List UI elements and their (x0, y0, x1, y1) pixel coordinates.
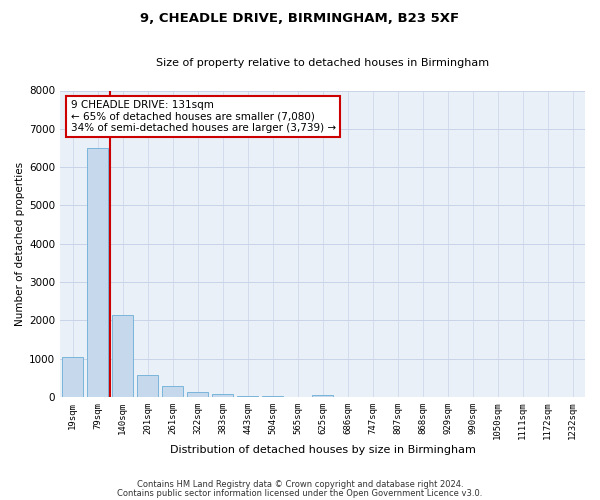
Bar (187, 392, 208, 397)
Bar (262, 396, 283, 397)
Text: Contains HM Land Registry data © Crown copyright and database right 2024.: Contains HM Land Registry data © Crown c… (137, 480, 463, 489)
Title: Size of property relative to detached houses in Birmingham: Size of property relative to detached ho… (156, 58, 489, 68)
Bar (62, 356, 83, 397)
Bar (87, 148, 108, 397)
Text: 9 CHEADLE DRIVE: 131sqm
← 65% of detached houses are smaller (7,080)
34% of semi: 9 CHEADLE DRIVE: 131sqm ← 65% of detache… (71, 100, 336, 133)
Text: 9, CHEADLE DRIVE, BIRMINGHAM, B23 5XF: 9, CHEADLE DRIVE, BIRMINGHAM, B23 5XF (140, 12, 460, 26)
Text: Contains public sector information licensed under the Open Government Licence v3: Contains public sector information licen… (118, 489, 482, 498)
Bar (162, 386, 183, 397)
Bar (237, 396, 258, 397)
Bar (137, 374, 158, 397)
Bar (312, 395, 333, 397)
Y-axis label: Number of detached properties: Number of detached properties (15, 162, 25, 326)
Bar (112, 314, 133, 397)
Bar (212, 394, 233, 397)
X-axis label: Distribution of detached houses by size in Birmingham: Distribution of detached houses by size … (170, 445, 476, 455)
